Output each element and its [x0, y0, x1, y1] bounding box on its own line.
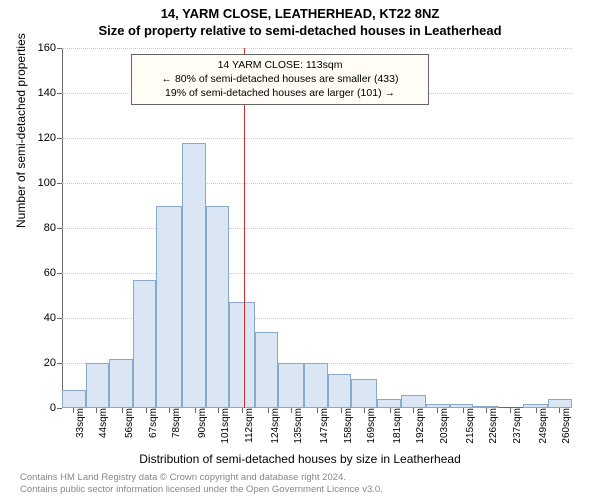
x-tick-label: 260sqm	[556, 408, 572, 444]
histogram-bar	[109, 359, 133, 409]
x-tick-label: 135sqm	[288, 408, 304, 444]
annotation-line: ← 80% of semi-detached houses are smalle…	[140, 72, 420, 86]
x-tick-label: 56sqm	[119, 408, 135, 438]
x-tick-label: 237sqm	[507, 408, 523, 444]
x-tick-label: 226sqm	[483, 408, 499, 444]
histogram-bar	[86, 363, 110, 408]
x-tick-label: 112sqm	[239, 408, 255, 443]
x-tick-label: 181sqm	[387, 408, 403, 444]
grid-line	[62, 273, 572, 274]
histogram-bar	[377, 399, 401, 408]
histogram-bar	[206, 206, 230, 409]
footer-line2: Contains public sector information licen…	[20, 484, 383, 496]
y-tick-label: 120	[38, 132, 62, 144]
x-tick-label: 44sqm	[93, 408, 109, 438]
x-tick-label: 203sqm	[434, 408, 450, 444]
grid-line	[62, 183, 572, 184]
x-tick-label: 90sqm	[192, 408, 208, 438]
x-tick-label: 67sqm	[143, 408, 159, 438]
histogram-bar	[156, 206, 182, 409]
y-tick-label: 0	[50, 402, 62, 414]
x-tick-label: 101sqm	[215, 408, 231, 444]
x-tick-label: 147sqm	[314, 408, 330, 444]
x-tick-label: 249sqm	[533, 408, 549, 444]
y-tick-label: 20	[44, 357, 62, 369]
histogram-bar	[548, 399, 572, 408]
annotation-line: 19% of semi-detached houses are larger (…	[140, 86, 420, 100]
grid-line	[62, 48, 572, 49]
histogram-bar	[401, 395, 427, 409]
histogram-bar	[255, 332, 279, 409]
x-axis-label: Distribution of semi-detached houses by …	[0, 452, 600, 466]
y-tick-label: 100	[38, 177, 62, 189]
x-tick-label: 169sqm	[361, 408, 377, 444]
x-tick-label: 192sqm	[410, 408, 426, 444]
chart-title-line1: 14, YARM CLOSE, LEATHERHEAD, KT22 8NZ	[0, 0, 600, 21]
plot-area: 02040608010012014016033sqm44sqm56sqm67sq…	[62, 48, 572, 408]
y-tick-label: 40	[44, 312, 62, 324]
y-tick-label: 80	[44, 222, 62, 234]
y-tick-label: 140	[38, 87, 62, 99]
footer-line1: Contains HM Land Registry data © Crown c…	[20, 472, 383, 484]
histogram-bar	[229, 302, 255, 408]
footer-attribution: Contains HM Land Registry data © Crown c…	[20, 472, 383, 496]
histogram-bar	[62, 390, 86, 408]
grid-line	[62, 228, 572, 229]
y-axis-label: Number of semi-detached properties	[14, 33, 28, 228]
grid-line	[62, 138, 572, 139]
histogram-bar	[351, 379, 377, 408]
histogram-bar	[304, 363, 328, 408]
x-tick-label: 78sqm	[166, 408, 182, 438]
x-tick-label: 33sqm	[70, 408, 86, 438]
chart-title-line2: Size of property relative to semi-detach…	[0, 21, 600, 38]
chart-container: 14, YARM CLOSE, LEATHERHEAD, KT22 8NZ Si…	[0, 0, 600, 500]
histogram-bar	[328, 374, 352, 408]
histogram-bar	[278, 363, 304, 408]
x-tick-label: 215sqm	[460, 408, 476, 444]
histogram-bar	[182, 143, 206, 409]
histogram-bar	[133, 280, 157, 408]
x-tick-label: 158sqm	[338, 408, 354, 444]
x-tick-label: 124sqm	[265, 408, 281, 444]
y-tick-label: 60	[44, 267, 62, 279]
annotation-line: 14 YARM CLOSE: 113sqm	[140, 58, 420, 72]
annotation-box: 14 YARM CLOSE: 113sqm← 80% of semi-detac…	[131, 54, 429, 105]
y-tick-label: 160	[38, 42, 62, 54]
